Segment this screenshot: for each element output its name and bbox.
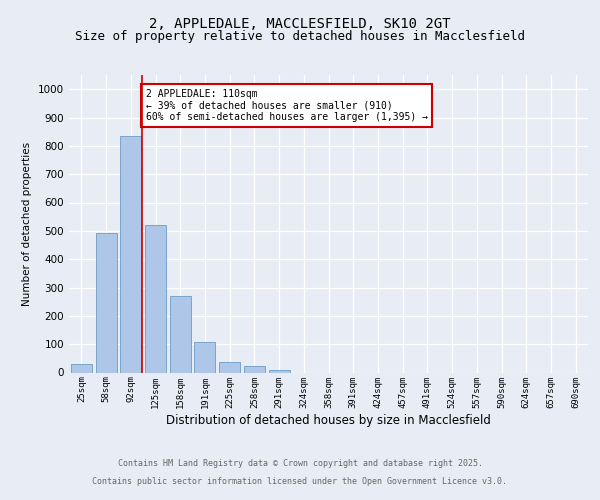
- Bar: [170, 296, 191, 372]
- Bar: [71, 364, 92, 372]
- Text: 2, APPLEDALE, MACCLESFIELD, SK10 2GT: 2, APPLEDALE, MACCLESFIELD, SK10 2GT: [149, 18, 451, 32]
- Text: Contains public sector information licensed under the Open Government Licence v3: Contains public sector information licen…: [92, 476, 508, 486]
- Bar: [244, 366, 265, 372]
- Text: Contains HM Land Registry data © Crown copyright and database right 2025.: Contains HM Land Registry data © Crown c…: [118, 459, 482, 468]
- Text: Size of property relative to detached houses in Macclesfield: Size of property relative to detached ho…: [75, 30, 525, 43]
- X-axis label: Distribution of detached houses by size in Macclesfield: Distribution of detached houses by size …: [166, 414, 491, 428]
- Bar: [269, 370, 290, 372]
- Text: 2 APPLEDALE: 110sqm
← 39% of detached houses are smaller (910)
60% of semi-detac: 2 APPLEDALE: 110sqm ← 39% of detached ho…: [146, 89, 428, 122]
- Bar: [95, 233, 116, 372]
- Bar: [145, 224, 166, 372]
- Bar: [120, 136, 141, 372]
- Y-axis label: Number of detached properties: Number of detached properties: [22, 142, 32, 306]
- Bar: [219, 362, 240, 372]
- Bar: [194, 342, 215, 372]
